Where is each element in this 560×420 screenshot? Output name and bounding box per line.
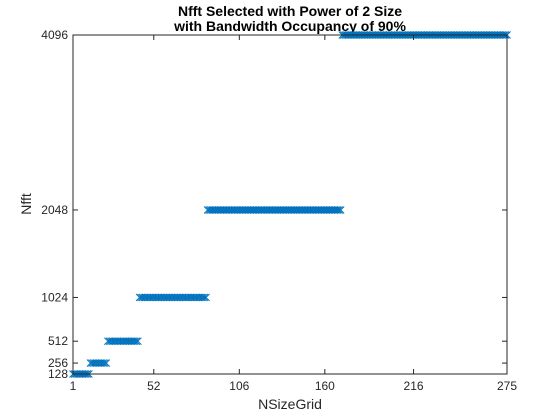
data-point <box>99 359 107 367</box>
y-tick-label: 256 <box>48 356 68 370</box>
x-tick-label: 275 <box>497 379 517 393</box>
plot-area <box>69 31 511 378</box>
data-point <box>132 337 141 346</box>
x-tick-label: 52 <box>147 379 161 393</box>
chart-title: Nfft Selected with Power of 2 Size <box>178 3 402 19</box>
x-tick-label: 216 <box>404 379 424 393</box>
data-point <box>336 206 345 214</box>
x-tick-label: 106 <box>229 379 249 393</box>
y-tick-label: 1024 <box>41 290 68 304</box>
x-axis-label: NSizeGrid <box>258 396 322 412</box>
data-point <box>102 359 111 367</box>
data-point <box>199 293 207 302</box>
data-point <box>130 337 139 346</box>
x-tick-label: 160 <box>315 379 335 393</box>
y-tick-label: 4096 <box>41 28 68 42</box>
y-tick-label: 512 <box>48 334 68 348</box>
y-tick-label: 2048 <box>41 203 68 217</box>
x-tick-label: 1 <box>70 379 77 393</box>
data-point <box>200 293 209 302</box>
data-point <box>134 337 142 346</box>
x-axis: 1 52 106 160 216 275 <box>70 35 517 393</box>
y-axis-label: Nfft <box>18 193 34 215</box>
axes-box <box>72 34 508 375</box>
y-tick-label: 128 <box>48 367 68 381</box>
data-point <box>335 206 343 214</box>
data-point <box>202 293 210 302</box>
chart-subtitle: with Bandwidth Occupancy of 90% <box>173 18 406 34</box>
data-point <box>333 206 342 214</box>
data-point <box>100 359 109 367</box>
